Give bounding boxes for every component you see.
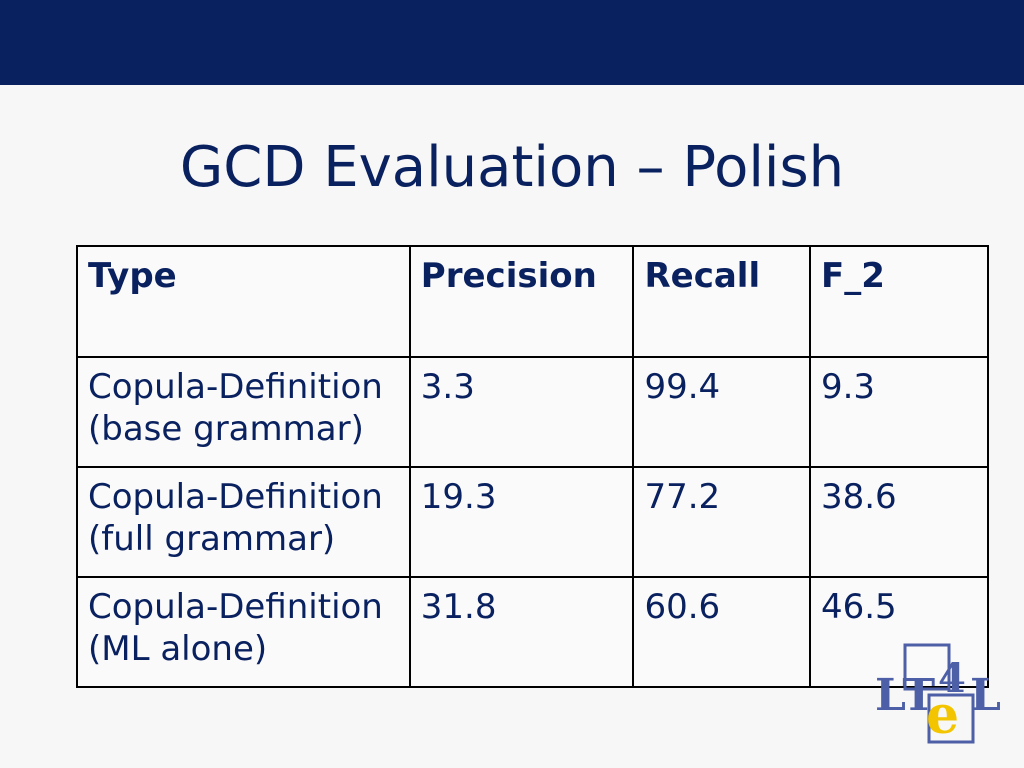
slide-title: GCD Evaluation – Polish: [179, 135, 845, 200]
header-cell-recall: Recall: [632, 245, 811, 358]
precision-cell: 19.3: [408, 466, 635, 578]
logo-box-top: [903, 643, 951, 691]
recall-cell: 77.2: [632, 466, 811, 578]
table-row: Copula-Definition (base grammar) 3.3 99.…: [76, 356, 990, 468]
type-cell: Copula-Definition (ML alone): [76, 576, 411, 688]
recall-cell: 60.6: [632, 576, 811, 688]
header-cell-type: Type: [76, 245, 411, 358]
logo-text-e: e: [926, 685, 959, 746]
type-name: Copula-Definition: [88, 587, 383, 627]
type-variant: (base grammar): [88, 409, 364, 449]
table-row: Copula-Definition (full grammar) 19.3 77…: [76, 466, 990, 578]
precision-cell: 3.3: [408, 356, 635, 468]
type-variant: (ML alone): [88, 629, 268, 669]
table-row: Copula-Definition (ML alone) 31.8 60.6 4…: [76, 576, 990, 688]
logo-text-lt: LT: [875, 670, 935, 721]
type-name: Copula-Definition: [88, 367, 383, 407]
logo-text-4: 4: [938, 655, 966, 702]
f2-cell: 38.6: [808, 466, 990, 578]
results-table: Type Precision Recall F_2 Copula-Definit…: [76, 245, 990, 688]
type-cell: Copula-Definition (full grammar): [76, 466, 411, 578]
table-header-row: Type Precision Recall F_2: [76, 245, 990, 358]
header-cell-precision: Precision: [408, 245, 635, 358]
f2-cell: 9.3: [808, 356, 990, 468]
logo-text-l: L: [970, 670, 1001, 721]
lt4el-logo: LT 4 e L: [875, 643, 1001, 746]
recall-cell: 99.4: [632, 356, 811, 468]
precision-cell: 31.8: [408, 576, 635, 688]
type-cell: Copula-Definition (base grammar): [76, 356, 411, 468]
header-bar: [0, 0, 1024, 85]
header-cell-f2: F_2: [808, 245, 990, 358]
f2-cell: 46.5: [808, 576, 990, 688]
type-name: Copula-Definition: [88, 477, 383, 517]
logo-box-bottom: [927, 693, 975, 744]
type-variant: (full grammar): [88, 519, 336, 559]
